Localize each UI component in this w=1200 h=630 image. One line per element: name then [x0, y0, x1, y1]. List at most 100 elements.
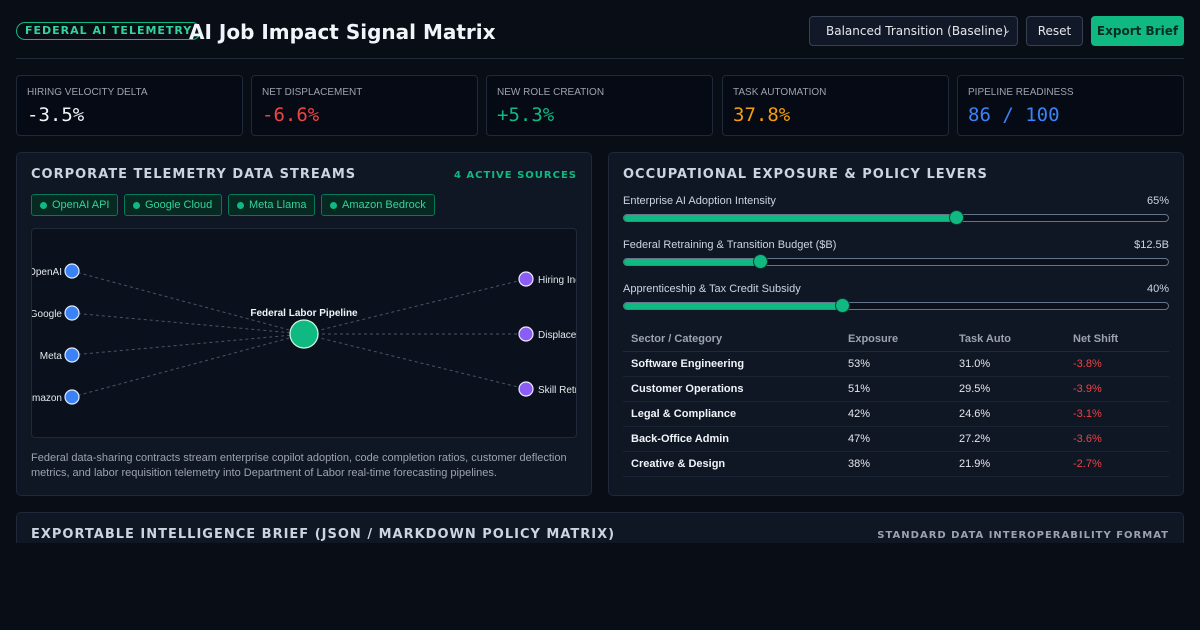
sector-cell: Legal & Compliance: [623, 401, 840, 427]
source-node-google[interactable]: [64, 305, 80, 321]
slider-thumb[interactable]: [948, 210, 964, 225]
column-header: Sector / Category: [623, 327, 840, 352]
status-dot-icon: [330, 202, 337, 209]
edge: [71, 312, 305, 335]
network-svg: OpenAI Google Meta Amazon Federal Labor …: [32, 263, 577, 405]
sector-cell: Software Engineering: [623, 351, 840, 377]
slider-fill: [624, 259, 760, 265]
source-chip-google[interactable]: Google Cloud: [124, 194, 222, 216]
kpi-label: PIPELINE READINESS: [968, 87, 1074, 98]
task-auto-cell: 24.6%: [951, 401, 1065, 427]
scenario-select[interactable]: Balanced Transition (Baseline) ⌄: [809, 16, 1018, 46]
edge: [71, 333, 305, 356]
kpi-card-net-displacement: NET DISPLACEMENT -6.6%: [251, 75, 478, 136]
sector-cell: Back-Office Admin: [623, 426, 840, 452]
exposure-cell: 47%: [840, 426, 951, 452]
output-label: Hiring Index: [538, 275, 577, 286]
exposure-cell: 38%: [840, 451, 951, 477]
telemetry-badge: FEDERAL AI TELEMETRY: [16, 22, 202, 40]
streams-description: Federal data-sharing contracts stream en…: [31, 452, 567, 479]
sector-exposure-table: Sector / Category Exposure Task Auto Net…: [623, 327, 1169, 477]
edge: [303, 333, 527, 390]
source-label: Amazon: [32, 393, 62, 404]
slider-fill: [624, 215, 956, 221]
slider-fill: [624, 303, 842, 309]
table-row: Creative & Design 38% 21.9% -2.7%: [623, 451, 1169, 477]
kpi-label: NEW ROLE CREATION: [497, 87, 605, 98]
output-node-displacement[interactable]: [518, 326, 534, 342]
task-auto-cell: 27.2%: [951, 426, 1065, 452]
source-chip-openai[interactable]: OpenAI API: [31, 194, 118, 216]
status-dot-icon: [40, 202, 47, 209]
table-row: Customer Operations 51% 29.5% -3.9%: [623, 376, 1169, 402]
retraining-budget-slider[interactable]: [623, 254, 1169, 269]
kpi-value: -3.5%: [27, 104, 85, 126]
source-chip-amazon[interactable]: Amazon Bedrock: [321, 194, 435, 216]
scenario-select-value: Balanced Transition (Baseline): [826, 24, 1008, 38]
slider-thumb[interactable]: [753, 254, 768, 269]
adoption-intensity-slider[interactable]: [623, 210, 1169, 225]
table-row: Legal & Compliance 42% 24.6% -3.1%: [623, 401, 1169, 427]
source-label: Meta: [40, 351, 63, 362]
page-title: AI Job Impact Signal Matrix: [189, 20, 496, 44]
active-sources-count: 4 ACTIVE SOURCES: [453, 170, 577, 181]
exposure-cell: 53%: [840, 351, 951, 377]
source-chip-label: Amazon Bedrock: [342, 199, 426, 211]
reset-button[interactable]: Reset: [1026, 16, 1083, 46]
edge: [71, 333, 305, 398]
kpi-label: NET DISPLACEMENT: [262, 87, 363, 98]
source-chip-label: OpenAI API: [52, 199, 110, 211]
exposure-policy-panel: OCCUPATIONAL EXPOSURE & POLICY LEVERS En…: [608, 152, 1184, 496]
net-shift-cell: -3.6%: [1065, 426, 1169, 452]
net-shift-cell: -3.9%: [1065, 376, 1169, 402]
table-row: Software Engineering 53% 31.0% -3.8%: [623, 351, 1169, 377]
kpi-label: TASK AUTOMATION: [733, 87, 827, 98]
output-label: Skill Retraining: [538, 385, 577, 396]
output-node-retraining[interactable]: [518, 381, 534, 397]
net-shift-cell: -3.8%: [1065, 351, 1169, 377]
slider-label-adoption: Enterprise AI Adoption Intensity: [623, 195, 776, 207]
kpi-label: HIRING VELOCITY DELTA: [27, 87, 148, 98]
chevron-down-icon: ⌄: [1002, 25, 1011, 36]
kpi-card-new-role-creation: NEW ROLE CREATION +5.3%: [486, 75, 713, 136]
hub-label: Federal Labor Pipeline: [250, 308, 358, 319]
task-auto-cell: 21.9%: [951, 451, 1065, 477]
task-auto-cell: 29.5%: [951, 376, 1065, 402]
hub-node[interactable]: [289, 319, 319, 349]
sector-cell: Customer Operations: [623, 376, 840, 402]
column-header: Net Shift: [1065, 327, 1169, 352]
telemetry-streams-panel: CORPORATE TELEMETRY DATA STREAMS 4 ACTIV…: [16, 152, 592, 496]
source-node-meta[interactable]: [64, 347, 80, 363]
status-dot-icon: [237, 202, 244, 209]
source-node-amazon[interactable]: [64, 389, 80, 405]
slider-label-budget: Federal Retraining & Transition Budget (…: [623, 239, 837, 251]
output-label: Displacement: [538, 330, 577, 341]
viewport-cutoff: [0, 543, 1200, 630]
kpi-value: 86 / 100: [968, 104, 1060, 126]
slider-label-subsidy: Apprenticeship & Tax Credit Subsidy: [623, 283, 801, 295]
edge: [303, 278, 527, 335]
source-chip-meta[interactable]: Meta Llama: [228, 194, 315, 216]
slider-value-budget: $12.5B: [1134, 239, 1169, 251]
output-node-hiring[interactable]: [518, 271, 534, 287]
kpi-value: 37.8%: [733, 104, 791, 126]
net-shift-cell: -2.7%: [1065, 451, 1169, 477]
source-node-openai[interactable]: [64, 263, 80, 279]
network-edges: [71, 270, 527, 398]
panel-title: OCCUPATIONAL EXPOSURE & POLICY LEVERS: [623, 167, 988, 182]
net-shift-cell: -3.1%: [1065, 401, 1169, 427]
kpi-value: -6.6%: [262, 104, 320, 126]
status-dot-icon: [133, 202, 140, 209]
source-label: Google: [32, 309, 62, 320]
kpi-card-task-automation: TASK AUTOMATION 37.8%: [722, 75, 949, 136]
export-brief-button[interactable]: Export Brief: [1091, 16, 1184, 46]
kpi-row: HIRING VELOCITY DELTA -3.5% NET DISPLACE…: [16, 75, 1184, 136]
telemetry-network-diagram: OpenAI Google Meta Amazon Federal Labor …: [31, 228, 577, 438]
kpi-card-pipeline-readiness: PIPELINE READINESS 86 / 100: [957, 75, 1184, 136]
panel-title: EXPORTABLE INTELLIGENCE BRIEF (JSON / MA…: [31, 527, 616, 542]
slider-thumb[interactable]: [834, 298, 850, 313]
edge: [71, 270, 305, 335]
apprenticeship-subsidy-slider[interactable]: [623, 298, 1169, 313]
panel-title: CORPORATE TELEMETRY DATA STREAMS: [31, 167, 357, 182]
slider-value-adoption: 65%: [1146, 195, 1169, 207]
